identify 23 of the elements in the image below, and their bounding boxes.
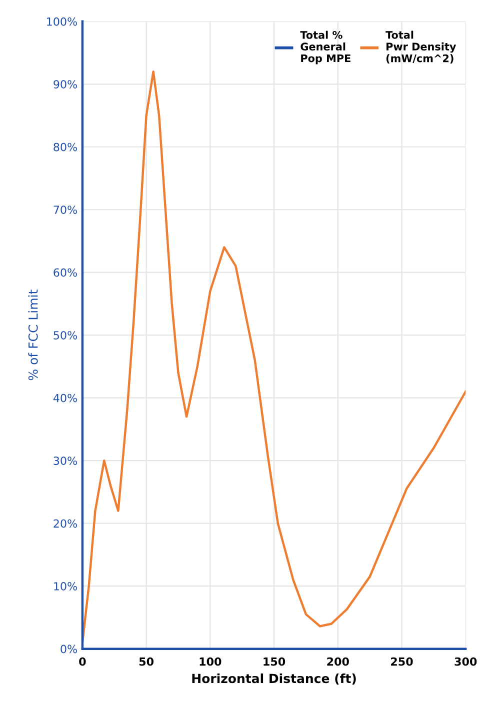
- x-tick-label: 200: [327, 657, 349, 666]
- x-tick-label: 100: [200, 657, 222, 666]
- legend-label: Total % General Pop MPE: [300, 30, 350, 64]
- x-tick-label: 300: [454, 657, 477, 666]
- y-tick-label: 20%: [54, 519, 77, 528]
- y-tick-label: 30%: [54, 456, 77, 465]
- y-tick-label: 50%: [54, 331, 77, 340]
- legend-label: Total Pwr Density (mW/cm^2): [386, 30, 456, 64]
- x-tick-label: 50: [139, 657, 154, 666]
- y-tick-label: 40%: [53, 394, 77, 402]
- y-tick-label: 80%: [54, 142, 77, 152]
- y-tick-label: 100%: [47, 17, 77, 26]
- line-series: [82, 70, 466, 644]
- y-tick-label: 90%: [54, 80, 77, 89]
- y-tick-label: 60%: [54, 268, 77, 277]
- x-tick-label: 150: [264, 657, 286, 666]
- y-tick-label: 0%: [60, 644, 77, 654]
- y-tick-label: 10%: [54, 582, 77, 590]
- x-tick-label: 0: [79, 657, 86, 666]
- y-tick-label: 70%: [54, 206, 77, 214]
- y-axis-title: % of FCC Limit: [28, 290, 38, 380]
- x-axis-title: Horizontal Distance (ft): [192, 673, 356, 685]
- x-tick-label: 250: [391, 657, 413, 666]
